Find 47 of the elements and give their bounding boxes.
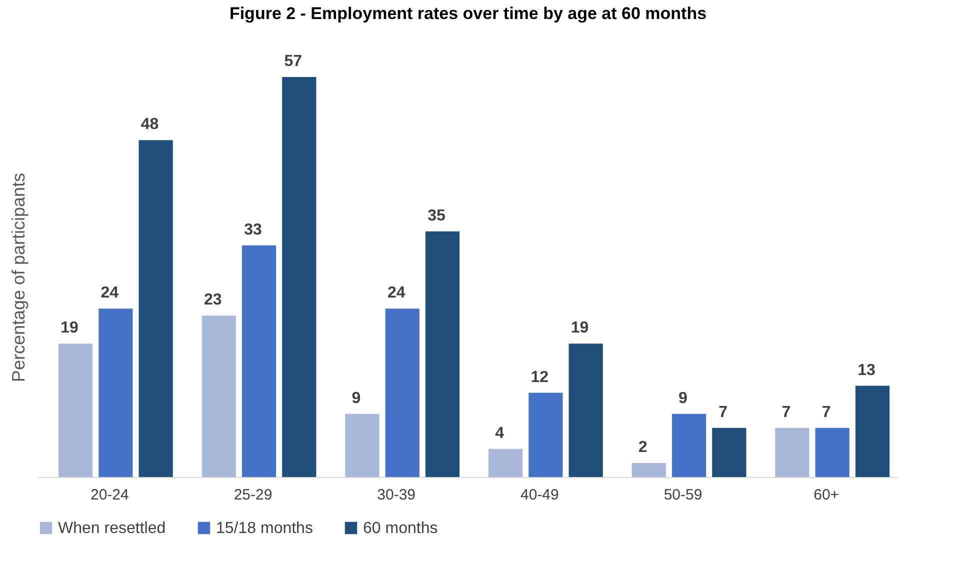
x-tick-label: 30-39 [377,486,416,504]
y-axis-title: Percentage of participants [8,172,28,382]
bar [202,316,236,477]
bar [775,428,810,477]
data-label: 23 [204,292,222,309]
data-label: 57 [284,53,302,70]
data-label: 48 [140,116,159,134]
bar [282,77,316,477]
bar [98,308,133,477]
x-tick-label: 40-49 [520,486,559,504]
chart-title: Figure 2 - Employment rates over time by age at 60 months [229,4,707,23]
data-label: 9 [352,390,361,407]
legend-label: 60 months [363,520,438,537]
data-label: 35 [428,207,446,224]
data-label: 7 [822,404,831,421]
bar [488,448,523,477]
data-label: 4 [495,424,504,442]
bar [712,428,746,477]
data-label: 9 [678,390,688,407]
bar [58,344,93,477]
bar [242,245,276,477]
data-label: 13 [858,362,876,379]
bar [632,462,666,477]
x-tick-label: 50-59 [664,486,702,504]
bar [672,414,706,477]
x-tick-label: 25-29 [234,486,272,504]
data-label: 19 [570,320,589,337]
x-tick-label: 20-24 [90,486,129,504]
data-label: 12 [530,368,549,386]
bar [568,344,603,477]
bar [528,392,563,477]
bar [385,308,420,477]
bar [425,231,460,477]
legend-label: 15/18 months [216,520,313,537]
data-label: 24 [387,284,406,302]
data-label: 7 [718,404,728,421]
data-label: 24 [100,284,119,302]
legend-label: When resettled [58,520,166,537]
x-tick-label: 60+ [814,486,840,504]
data-label: 7 [782,404,791,421]
bar [815,428,850,477]
data-label: 33 [244,221,262,238]
bar [345,414,380,477]
bar [138,140,173,477]
bar [855,386,890,477]
data-label: 19 [60,320,79,337]
data-label: 2 [638,438,648,456]
